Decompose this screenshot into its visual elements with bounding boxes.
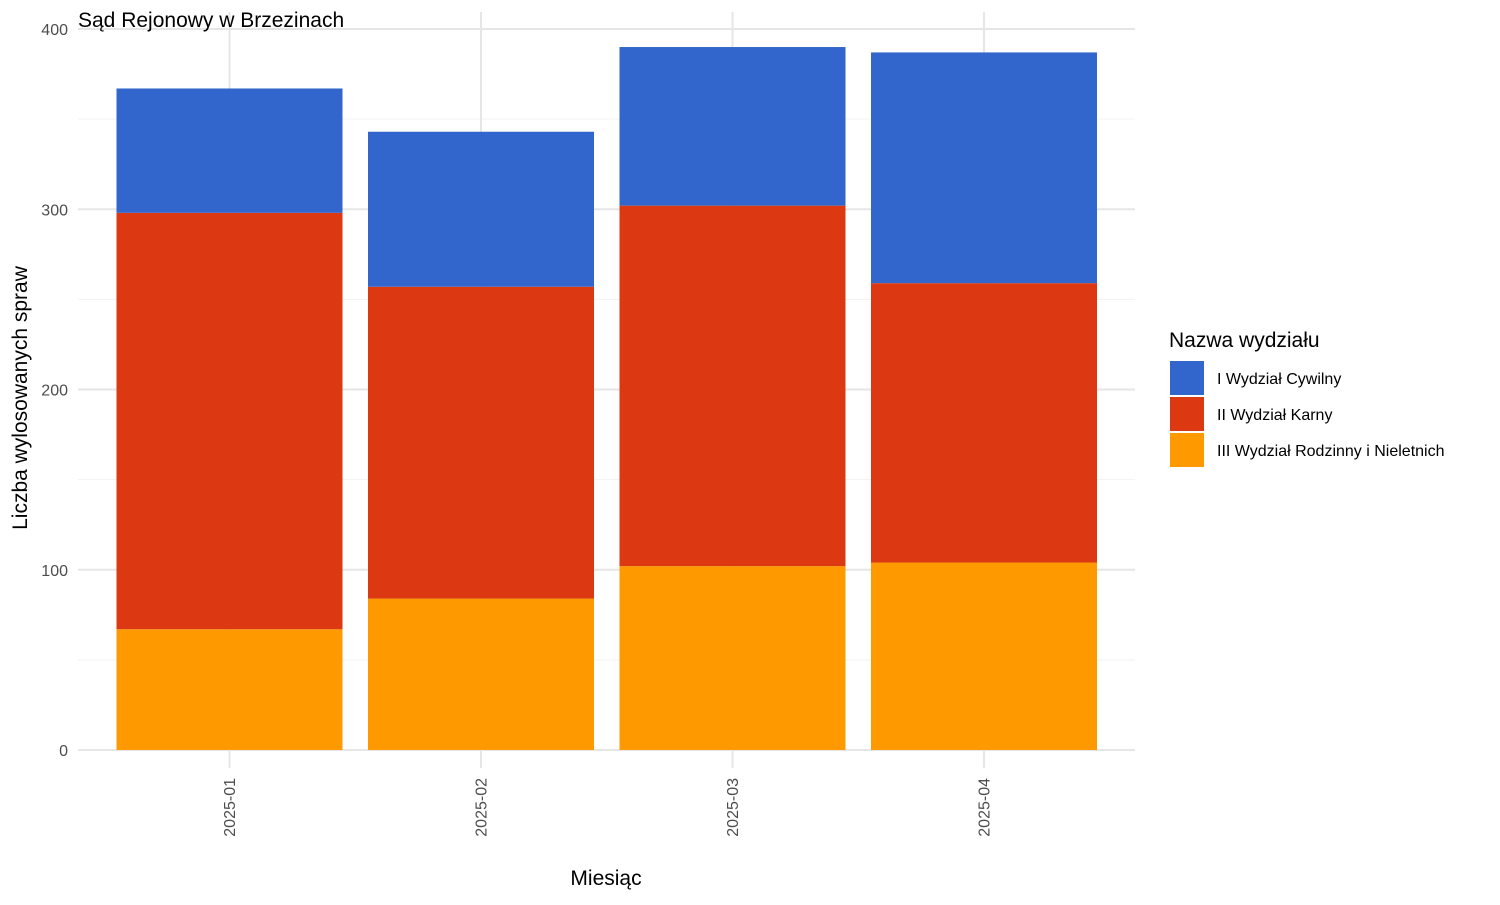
x-axis-ticks: 2025-01 2025-02 2025-03 2025-04 xyxy=(222,778,994,837)
bar-segment xyxy=(116,88,343,213)
y-axis-title: Liczba wylosowanych spraw xyxy=(9,265,32,530)
bar-segment xyxy=(619,47,846,206)
legend-swatch xyxy=(1170,433,1204,467)
legend-label: II Wydział Karny xyxy=(1217,407,1332,424)
bar-segment xyxy=(871,283,1097,563)
bars xyxy=(116,47,1097,750)
x-tick-label: 2025-03 xyxy=(725,778,742,837)
legend-item: I Wydział Cywilny xyxy=(1170,361,1341,395)
legend-swatch xyxy=(1170,361,1204,395)
y-tick-label: 300 xyxy=(41,202,68,219)
bar-segment xyxy=(368,598,594,750)
legend: Nazwa wydziału I Wydział Cywilny II Wydzi… xyxy=(1169,329,1445,467)
legend-title: Nazwa wydziału xyxy=(1169,329,1320,352)
x-tick-label: 2025-02 xyxy=(474,778,491,837)
legend-swatch xyxy=(1170,397,1204,431)
legend-item: III Wydział Rodzinny i Nieletnich xyxy=(1170,433,1445,467)
bar-segment xyxy=(116,629,343,750)
y-tick-label: 0 xyxy=(59,743,68,760)
legend-label: I Wydział Cywilny xyxy=(1217,371,1341,388)
bar-segment xyxy=(368,286,594,599)
legend-item: II Wydział Karny xyxy=(1170,397,1332,431)
bar-segment xyxy=(871,52,1097,284)
bar-segment xyxy=(116,212,343,630)
x-axis-title: Miesiąc xyxy=(570,867,641,890)
x-tick-label: 2025-01 xyxy=(222,778,239,837)
y-tick-label: 400 xyxy=(41,22,68,39)
bar-segment xyxy=(871,562,1097,750)
y-tick-label: 100 xyxy=(41,563,68,580)
y-tick-label: 200 xyxy=(41,383,68,400)
bar-segment xyxy=(619,566,846,750)
chart-title: Sąd Rejonowy w Brzezinach xyxy=(78,9,344,32)
y-axis-ticks: 0 100 200 300 400 xyxy=(41,22,68,760)
bar-segment xyxy=(619,205,846,567)
legend-items: I Wydział Cywilny II Wydział Karny III Wyd… xyxy=(1170,361,1445,467)
bar-segment xyxy=(368,131,594,287)
legend-label: III Wydział Rodzinny i Nieletnich xyxy=(1217,443,1445,460)
x-tick-label: 2025-04 xyxy=(977,778,994,837)
